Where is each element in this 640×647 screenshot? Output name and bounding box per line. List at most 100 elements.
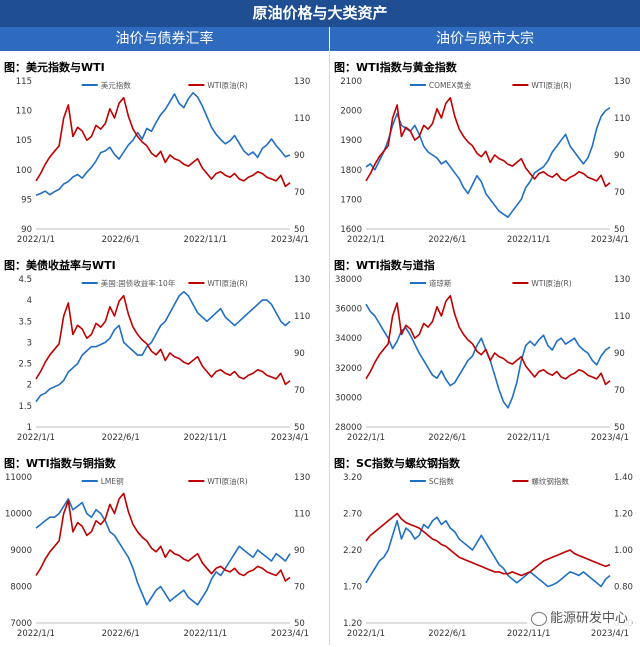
chart-title: 图：WTI指数与黄金指数 (334, 61, 457, 74)
chart-svg: 115 110 105 100 95 90 130 110 90 70 50 2022/1/1 2022… (16, 77, 310, 245)
y-right-tick-label: 130 (614, 275, 630, 285)
y-right-tick-label: 130 (614, 77, 630, 87)
y-left-tick-label: 11000 (5, 473, 32, 483)
y-left-tick-label: 3 (27, 338, 32, 348)
y-left-tick-label: 1600 (340, 225, 362, 235)
page-title: 原油价格与大类资产 (0, 0, 640, 27)
x-tick-label: 2022/6/1 (428, 629, 466, 639)
y-right-tick-label: 90 (294, 349, 305, 359)
y-left-tick-label: 1700 (340, 195, 362, 205)
y-left-tick-label: 1.70 (343, 583, 362, 593)
y-right-tick-label: 130 (294, 275, 310, 285)
y-left-tick-label: 95 (21, 195, 32, 205)
y-right-tick-label: 70 (294, 386, 305, 396)
y-right-tick-label: 50 (614, 225, 625, 235)
series-line (365, 512, 611, 577)
chart-ust-wti: 图：美债收益率与WTI 4.5 4 3.5 3 2.5 2 1.5 1 130 110 90 70 50… (0, 253, 320, 449)
x-tick-label: 2023/4/1 (271, 629, 309, 639)
y-left-tick-label: 38000 (335, 275, 362, 285)
legend-label: SC指数 (429, 476, 454, 486)
y-right-tick-label: 70 (614, 188, 625, 198)
y-left-tick-label: 105 (16, 136, 32, 146)
chart-usd-wti: 图：美元指数与WTI 115 110 105 100 95 90 130 110 90 70 50 2… (0, 55, 320, 251)
series-line (35, 294, 291, 386)
x-tick-label: 2022/6/1 (428, 235, 466, 245)
y-right-tick-label: 1.40 (614, 473, 633, 483)
y-left-tick-label: 28000 (335, 423, 362, 433)
chart-wti-gold: 图：WTI指数与黄金指数 2100 2000 1900 1800 1700 1600 130… (330, 55, 640, 251)
x-tick-label: 2022/6/1 (102, 235, 140, 245)
y-right-tick-label: 90 (614, 151, 625, 161)
y-right-tick-label: 110 (294, 510, 310, 520)
y-right-tick-label: 110 (294, 312, 310, 322)
watermark: 能源研发中心 (526, 606, 632, 627)
legend-label: 螺纹钢指数 (531, 476, 569, 486)
x-tick-label: 2022/1/1 (347, 235, 385, 245)
x-tick-label: 2022/11/1 (507, 629, 551, 639)
chart-wti-dow: 图：WTI指数与道指 38000 36000 34000 32000 30000 2800… (330, 253, 640, 449)
y-left-tick-label: 4 (27, 296, 32, 306)
legend-label: WTI原油(R) (531, 278, 571, 288)
y-right-tick-label: 50 (614, 423, 625, 433)
legend-label: COMEX黄金 (429, 80, 472, 90)
legend-label: WTI原油(R) (207, 476, 247, 486)
chart-svg: 2100 2000 1900 1800 1700 1600 130 110 90 70 50 2022… (340, 77, 630, 245)
y-right-tick-label: 70 (614, 386, 625, 396)
y-left-tick-label: 115 (16, 77, 32, 87)
y-right-tick-label: 70 (294, 583, 305, 593)
y-right-tick-label: 90 (614, 349, 625, 359)
y-right-tick-label: 50 (294, 619, 305, 629)
series-line (365, 96, 611, 188)
y-right-tick-label: 70 (294, 188, 305, 198)
x-tick-label: 2023/4/1 (591, 235, 629, 245)
y-left-tick-label: 110 (16, 107, 32, 117)
y-left-tick-label: 2.20 (343, 546, 362, 556)
x-tick-label: 2022/11/1 (184, 629, 228, 639)
x-tick-label: 2022/1/1 (347, 433, 385, 443)
section-header-right: 油价与股市大宗 (330, 27, 640, 51)
chart-svg: 38000 36000 34000 32000 30000 28000 130 110 90 70… (335, 275, 630, 443)
series-line (365, 106, 611, 218)
x-tick-label: 2022/11/1 (184, 433, 228, 443)
x-tick-label: 2022/11/1 (507, 433, 551, 443)
y-left-tick-label: 32000 (335, 364, 362, 374)
y-right-tick-label: 90 (294, 151, 305, 161)
x-tick-label: 2023/4/1 (271, 235, 309, 245)
y-left-tick-label: 90 (21, 225, 32, 235)
series-line (35, 498, 291, 606)
x-tick-label: 2022/1/1 (17, 629, 55, 639)
chart-title: 图：WTI指数与铜指数 (4, 457, 116, 470)
y-left-tick-label: 1.20 (343, 619, 362, 629)
x-tick-label: 2022/11/1 (184, 235, 228, 245)
x-tick-label: 2023/4/1 (591, 433, 629, 443)
legend-label: WTI原油(R) (531, 80, 571, 90)
series-line (35, 290, 291, 403)
y-right-tick-label: 50 (294, 423, 305, 433)
legend-label: WTI原油(R) (207, 80, 247, 90)
y-right-tick-label: 0.80 (614, 583, 633, 593)
x-tick-label: 2023/4/1 (591, 629, 629, 639)
y-left-tick-label: 2000 (340, 107, 362, 117)
legend-label: 道琼斯 (429, 278, 452, 288)
legend-label: LME铜 (101, 476, 124, 486)
y-left-tick-label: 1.5 (18, 402, 32, 412)
chart-wti-copper: 图：WTI指数与铜指数 11000 10000 9000 8000 7000 130 110… (0, 451, 320, 647)
x-tick-label: 2023/4/1 (271, 433, 309, 443)
y-left-tick-label: 4.5 (18, 275, 32, 285)
legend-label: 美元指数 (101, 80, 131, 90)
y-left-tick-label: 36000 (335, 305, 362, 315)
y-right-tick-label: 130 (294, 77, 310, 87)
series-line (365, 516, 611, 588)
column-divider (329, 51, 330, 645)
x-tick-label: 2022/6/1 (428, 433, 466, 443)
y-left-tick-label: 8000 (10, 583, 32, 593)
chart-title: 图：美债收益率与WTI (4, 259, 116, 272)
chart-title: 图：WTI指数与道指 (334, 259, 435, 272)
x-tick-label: 2022/6/1 (102, 433, 140, 443)
y-left-tick-label: 3.5 (18, 317, 32, 327)
legend-label: WTI原油(R) (207, 278, 247, 288)
y-left-tick-label: 9000 (10, 546, 32, 556)
chart-svg: 4.5 4 3.5 3 2.5 2 1.5 1 130 110 90 70 50 2022/1/1 2022… (17, 275, 310, 443)
chart-title: 图：美元指数与WTI (4, 61, 105, 74)
y-right-tick-label: 1.00 (614, 546, 633, 556)
